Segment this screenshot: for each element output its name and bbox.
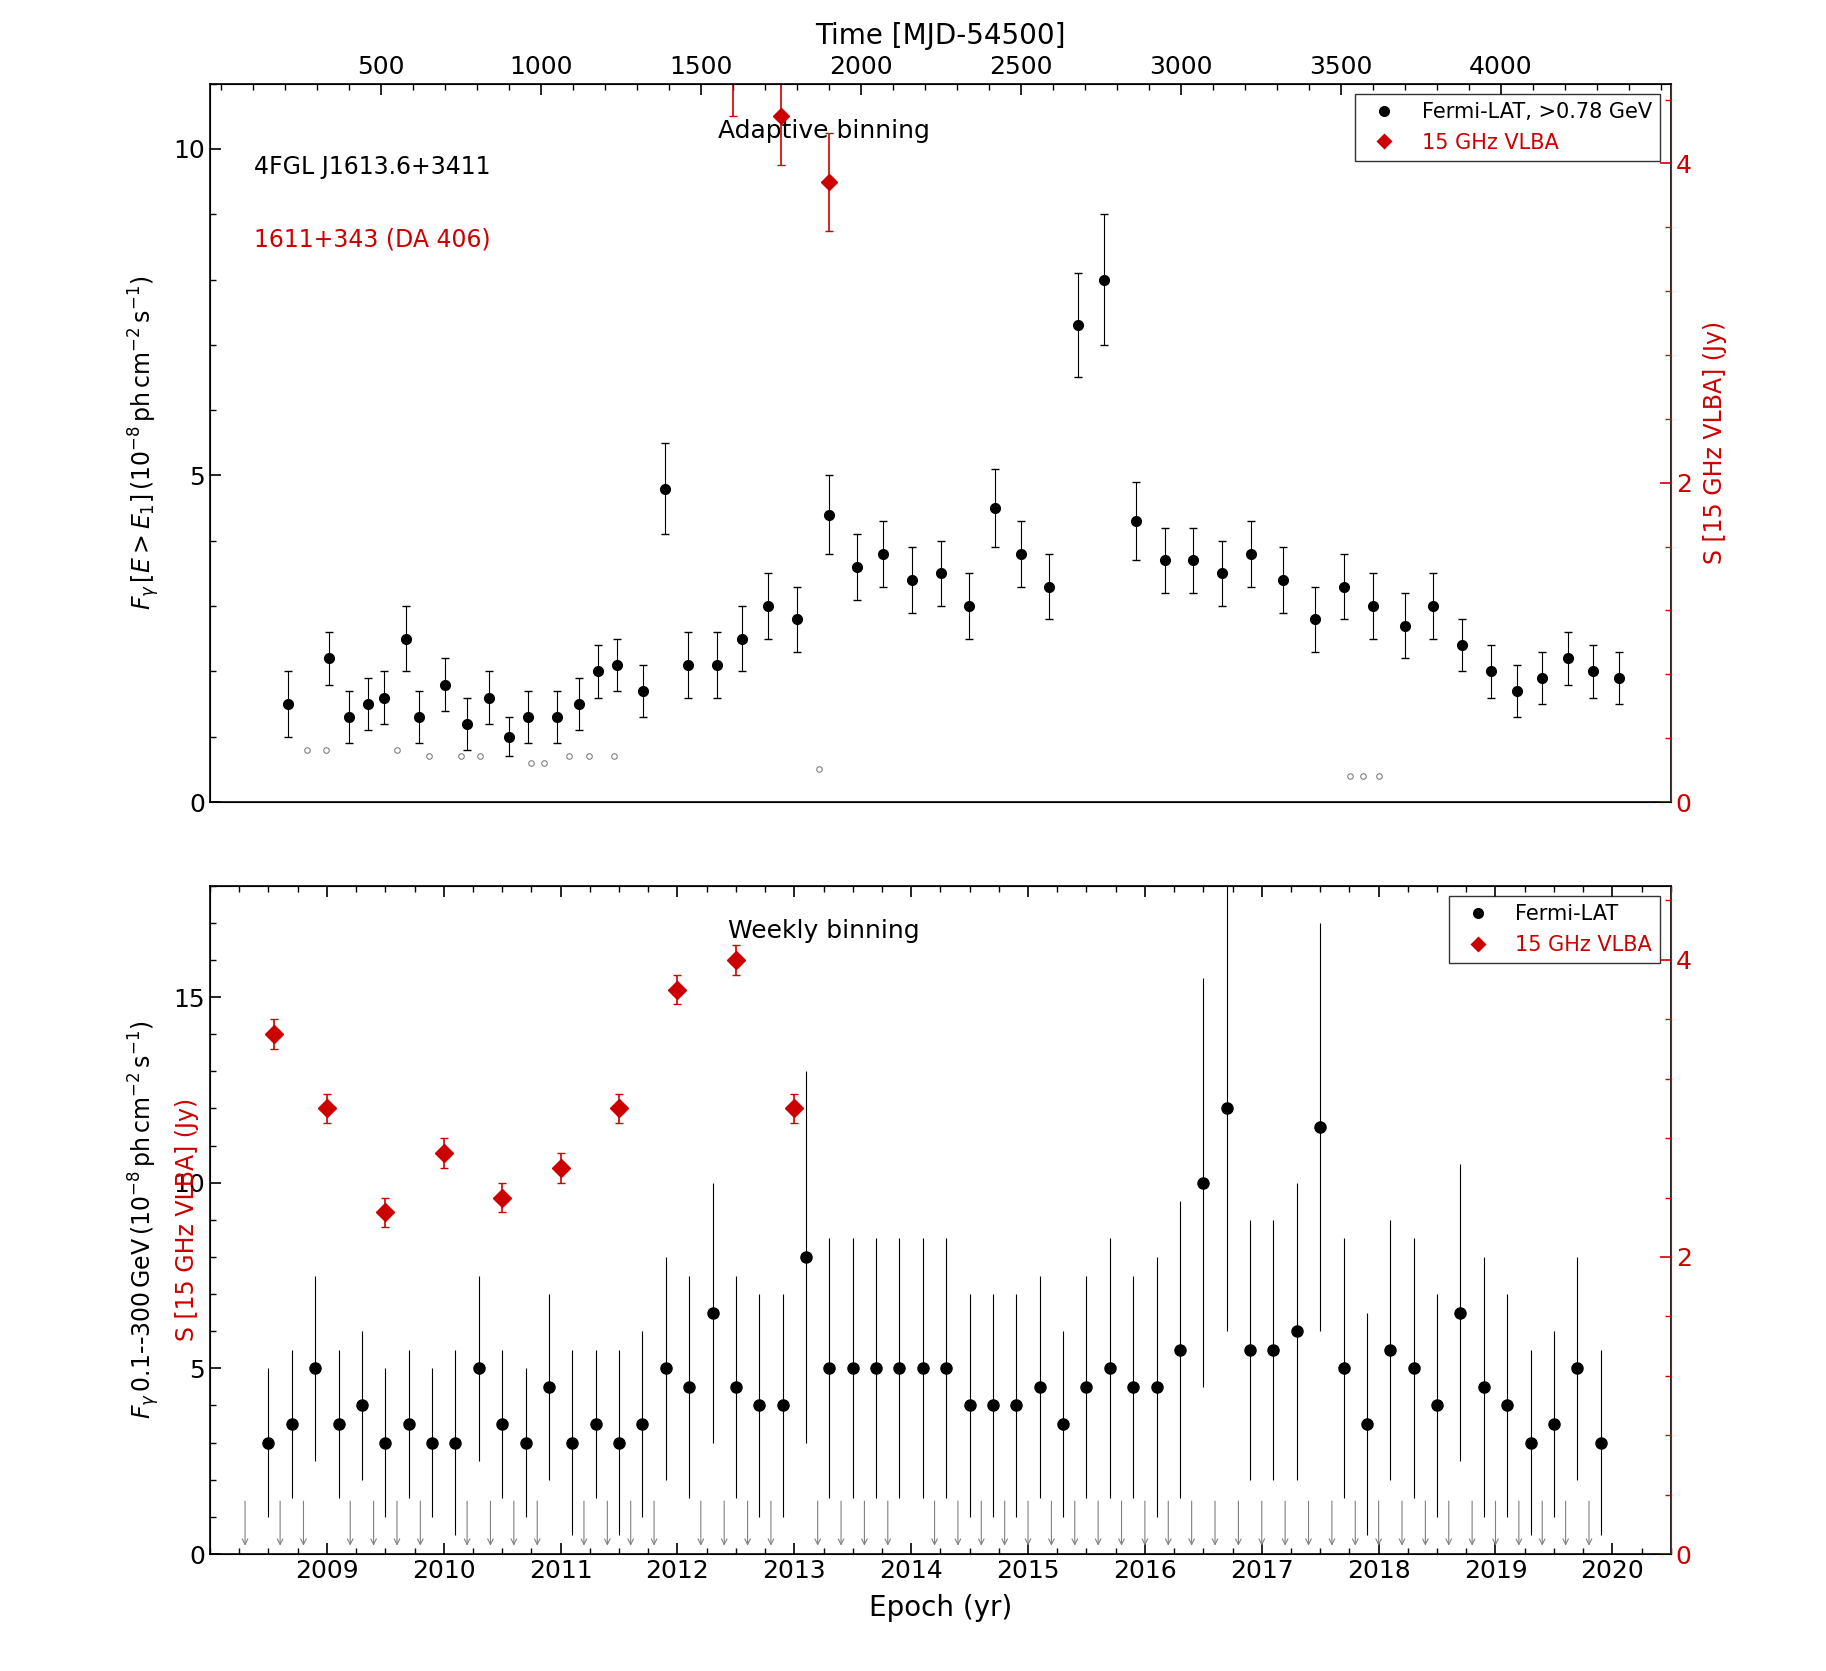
Y-axis label: S [15 GHz VLBA] (Jy): S [15 GHz VLBA] (Jy): [1704, 321, 1727, 565]
Text: 4FGL J1613.6+3411: 4FGL J1613.6+3411: [254, 155, 491, 179]
Y-axis label: $F_\gamma\,0.1\text{--}300\,\mathrm{GeV}\,(10^{-8}\,\mathrm{ph\,cm^{-2}\,s^{-1}}: $F_\gamma\,0.1\text{--}300\,\mathrm{GeV}…: [126, 1021, 163, 1419]
Legend: Fermi-LAT, 15 GHz VLBA: Fermi-LAT, 15 GHz VLBA: [1448, 896, 1660, 962]
Legend: Fermi-LAT, >0.78 GeV, 15 GHz VLBA: Fermi-LAT, >0.78 GeV, 15 GHz VLBA: [1355, 94, 1660, 160]
Y-axis label: $F_\gamma\,[E>E_1]\,(10^{-8}\,\mathrm{ph\,cm^{-2}\,s^{-1}})$: $F_\gamma\,[E>E_1]\,(10^{-8}\,\mathrm{ph…: [126, 276, 163, 610]
Y-axis label: S [15 GHz VLBA] (Jy): S [15 GHz VLBA] (Jy): [175, 1098, 199, 1342]
Text: 1611+343 (DA 406): 1611+343 (DA 406): [254, 227, 491, 251]
X-axis label: Epoch (yr): Epoch (yr): [869, 1594, 1012, 1623]
X-axis label: Time [MJD-54500]: Time [MJD-54500]: [814, 22, 1066, 50]
Text: Weekly binning: Weekly binning: [729, 919, 918, 942]
Text: Adaptive binning: Adaptive binning: [718, 120, 929, 144]
